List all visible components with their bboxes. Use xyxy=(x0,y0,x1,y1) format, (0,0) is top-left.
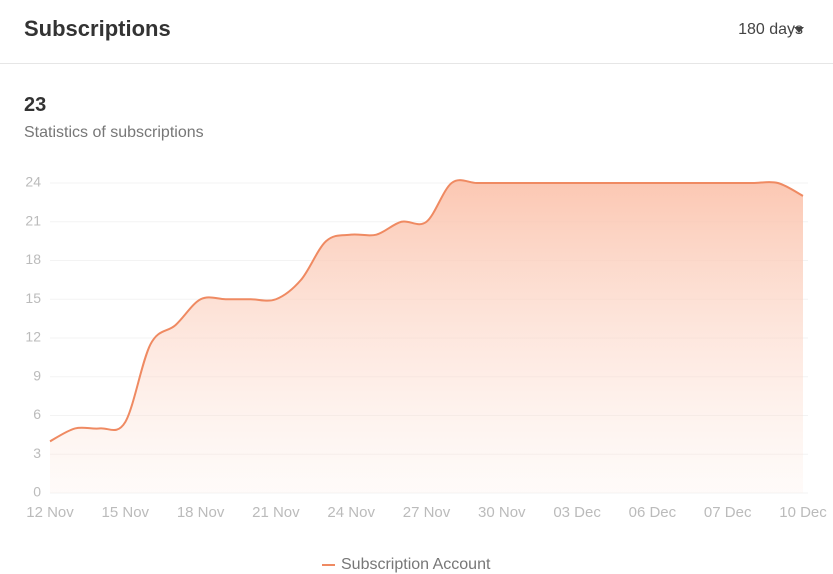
x-tick-label: 06 Dec xyxy=(629,504,677,521)
x-tick-label: 15 Nov xyxy=(102,504,150,521)
x-tick-label: 12 Nov xyxy=(26,504,74,521)
x-tick-label: 27 Nov xyxy=(403,504,451,521)
y-tick-label: 24 xyxy=(25,174,41,190)
y-tick-label: 15 xyxy=(25,290,41,306)
y-tick-label: 3 xyxy=(33,445,41,461)
area xyxy=(50,180,803,493)
x-tick-label: 18 Nov xyxy=(177,504,225,521)
line xyxy=(49,179,804,443)
y-tick-label: 9 xyxy=(33,367,41,383)
summary-value: 23 xyxy=(24,94,47,116)
y-tick-label: 12 xyxy=(25,329,41,345)
card-title: Subscriptions xyxy=(24,16,171,41)
summary-label: Statistics of subscriptions xyxy=(24,124,204,141)
y-tick-label: 6 xyxy=(33,406,41,422)
x-tick-label: 24 Nov xyxy=(327,504,375,521)
legend-label: Subscription Account xyxy=(341,556,491,573)
y-tick-label: 18 xyxy=(25,251,41,267)
x-tick-label: 30 Nov xyxy=(478,504,526,521)
y-tick-label: 0 xyxy=(33,484,41,500)
dropdown-caret[interactable] xyxy=(794,27,804,33)
x-tick-label: 21 Nov xyxy=(252,504,300,521)
x-tick-label: 07 Dec xyxy=(704,504,752,521)
x-tick-label: 03 Dec xyxy=(553,504,601,521)
x-tick-label: 10 Dec xyxy=(779,504,827,521)
divider xyxy=(0,63,833,64)
y-tick-label: 21 xyxy=(25,212,41,228)
period-dropdown[interactable]: 180 days xyxy=(738,21,803,38)
